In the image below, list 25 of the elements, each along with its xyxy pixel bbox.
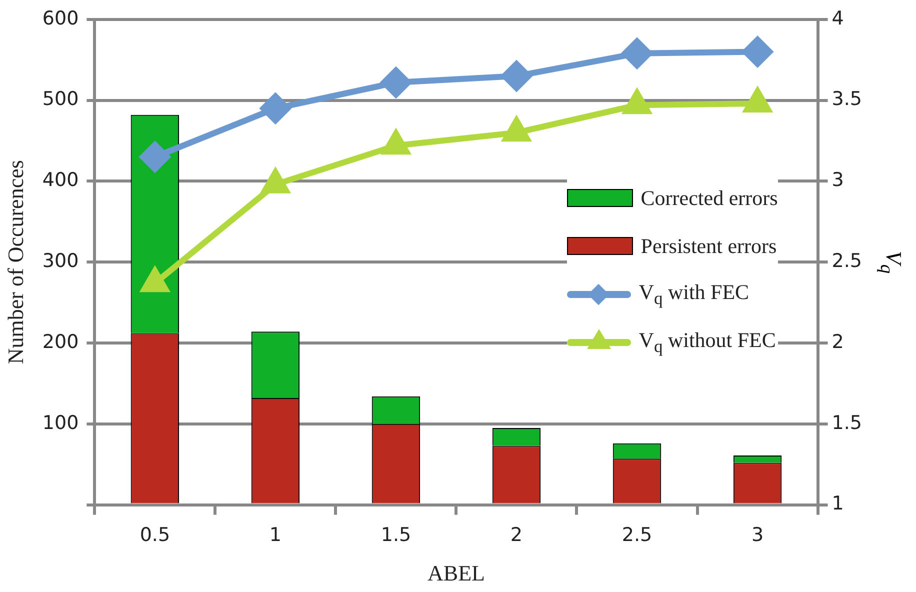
y-axis-title: Number of Occurences <box>2 160 28 364</box>
x-tick-label: 1.5 <box>380 524 412 546</box>
y2-tick-label: 2 <box>832 330 844 353</box>
y2-tick-label: 3 <box>832 169 844 192</box>
x-axis-title: ABEL <box>428 560 485 586</box>
x-tick-label: 1 <box>269 524 282 546</box>
y-tick-label: 600 <box>42 7 79 30</box>
x-tick-label: 0.5 <box>140 524 170 546</box>
y2-tick-label: 1.5 <box>832 412 862 434</box>
y2-tick-label: 4 <box>832 7 844 30</box>
y-tick-label: 500 <box>42 88 79 110</box>
y-tick-label: 400 <box>42 169 79 192</box>
x-tick-label: 3 <box>751 524 764 546</box>
y2-tick-label: 2.5 <box>832 250 862 272</box>
legend-label: V$_{q}$ with FEC <box>638 280 750 309</box>
y-tick-label: 300 <box>42 250 79 272</box>
legend-label: Persistent errors <box>640 234 777 259</box>
x-tick-label: 2 <box>510 524 523 546</box>
y-tick-label: 200 <box>42 330 79 353</box>
y2-tick-label: 1 <box>832 492 844 515</box>
legend-label: Corrected errors <box>640 186 778 211</box>
y-tick-label: 100 <box>42 412 79 434</box>
legend-label: V$_{q}$ without FEC <box>638 328 776 357</box>
y2-tick-label: 3.5 <box>832 88 862 110</box>
x-tick-label: 2.5 <box>622 524 652 546</box>
